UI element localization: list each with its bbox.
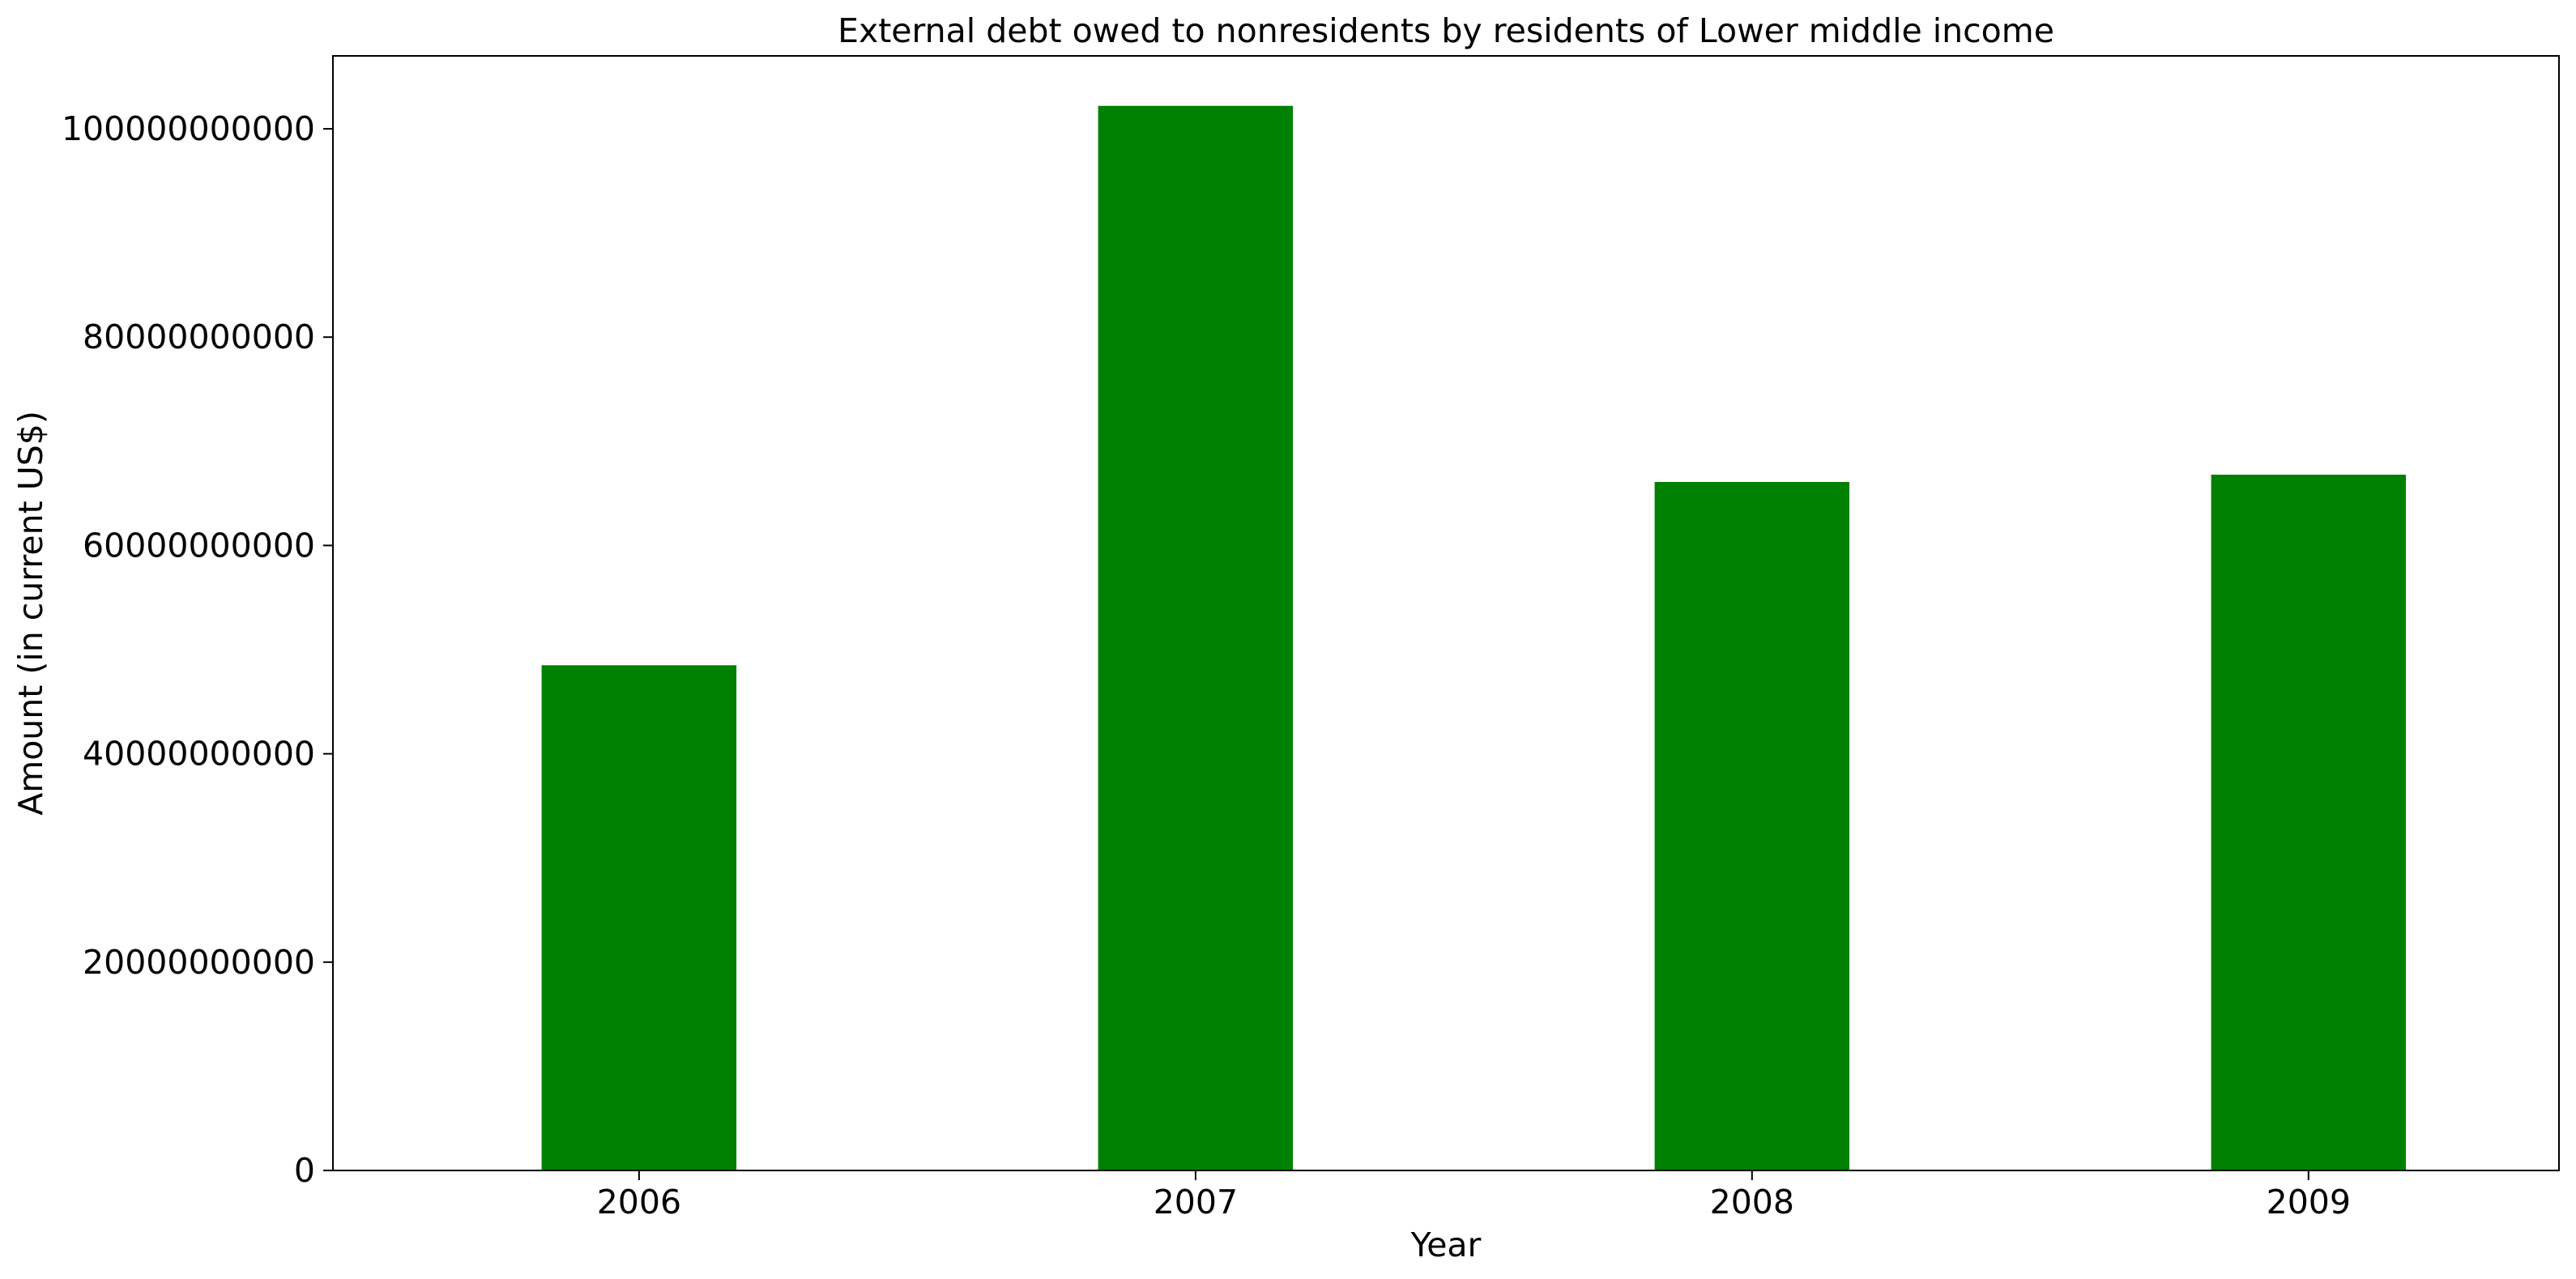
x-tick-label: 2007 [1154, 1183, 1238, 1221]
y-tick-label: 80000000000 [83, 318, 315, 356]
x-axis-label: Year [1410, 1226, 1482, 1264]
bar-2009 [2211, 475, 2406, 1170]
y-tick-label: 40000000000 [83, 735, 315, 774]
y-tick-label: 0 [294, 1151, 315, 1190]
y-tick-label: 100000000000 [62, 109, 315, 148]
x-tick-label: 2008 [1710, 1183, 1794, 1221]
x-tick-label: 2006 [597, 1183, 681, 1221]
bar-2008 [1654, 482, 1849, 1170]
bar-2007 [1098, 105, 1294, 1171]
bar-2006 [541, 665, 737, 1170]
bars-group [541, 105, 2406, 1171]
y-axis-label: Amount (in current US$) [11, 411, 50, 816]
chart-title: External debt owed to nonresidents by re… [838, 11, 2054, 50]
x-tick-label: 2009 [2267, 1183, 2351, 1221]
x-axis-ticks: 2006 2007 2008 2009 [597, 1170, 2351, 1221]
y-axis-ticks: 0 20000000000 40000000000 60000000000 800000… [62, 109, 333, 1190]
y-tick-label: 20000000000 [83, 943, 315, 982]
y-tick-label: 60000000000 [83, 526, 315, 565]
plot-frame [332, 55, 2560, 1171]
